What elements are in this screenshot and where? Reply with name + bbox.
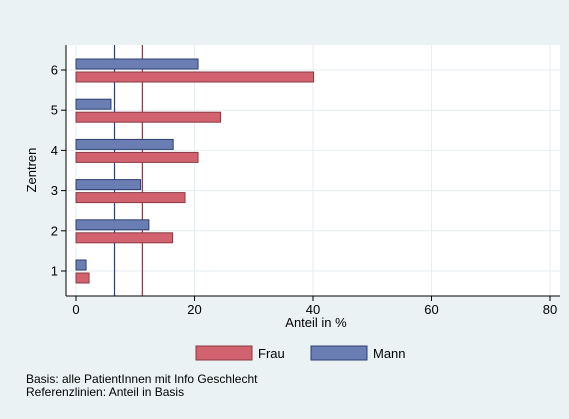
bar-frau-2 (75, 232, 174, 244)
ticks: 0 20 40 60 80 1 2 3 4 5 6 (51, 63, 557, 318)
x-axis-label: Anteil in % (285, 315, 347, 330)
y-tick-label-2: 2 (51, 223, 58, 238)
y-tick-label-4: 4 (51, 143, 58, 158)
footnote-reference-lines: Referenzlinien: Anteil in Basis (26, 385, 185, 399)
x-tick-label-80: 80 (543, 302, 557, 317)
bar-frau-4 (75, 151, 199, 163)
legend-label-frau: Frau (258, 346, 285, 361)
bar-mann-3 (75, 179, 142, 191)
bar-mann-6 (75, 58, 199, 70)
legend-swatch-frau (195, 345, 253, 361)
bar-frau-3 (75, 192, 186, 204)
grid-lines (66, 45, 560, 296)
legend-label-mann: Mann (373, 346, 406, 361)
bar-frau-1 (75, 272, 90, 284)
footnote-basis: Basis: alle PatientInnen mit Info Geschl… (26, 372, 258, 386)
bar-mann-4 (75, 138, 174, 150)
legend: Frau Mann (195, 345, 406, 361)
x-tick-label-0: 0 (72, 302, 79, 317)
y-tick-label-6: 6 (51, 63, 58, 78)
bar-frau-6 (75, 71, 315, 83)
y-tick-label-3: 3 (51, 183, 58, 198)
bar-mann-5 (75, 98, 112, 110)
x-tick-label-20: 20 (187, 302, 201, 317)
x-tick-label-40: 40 (306, 302, 320, 317)
bar-mann-1 (75, 259, 87, 271)
x-tick-label-60: 60 (424, 302, 438, 317)
y-tick-label-1: 1 (51, 264, 58, 279)
bar-frau-5 (75, 111, 222, 123)
legend-swatch-mann (310, 345, 368, 361)
bars (75, 58, 315, 284)
y-axis-label: Zentren (24, 148, 39, 193)
bar-mann-2 (75, 219, 150, 231)
y-tick-label-5: 5 (51, 103, 58, 118)
reference-lines (113, 45, 143, 296)
